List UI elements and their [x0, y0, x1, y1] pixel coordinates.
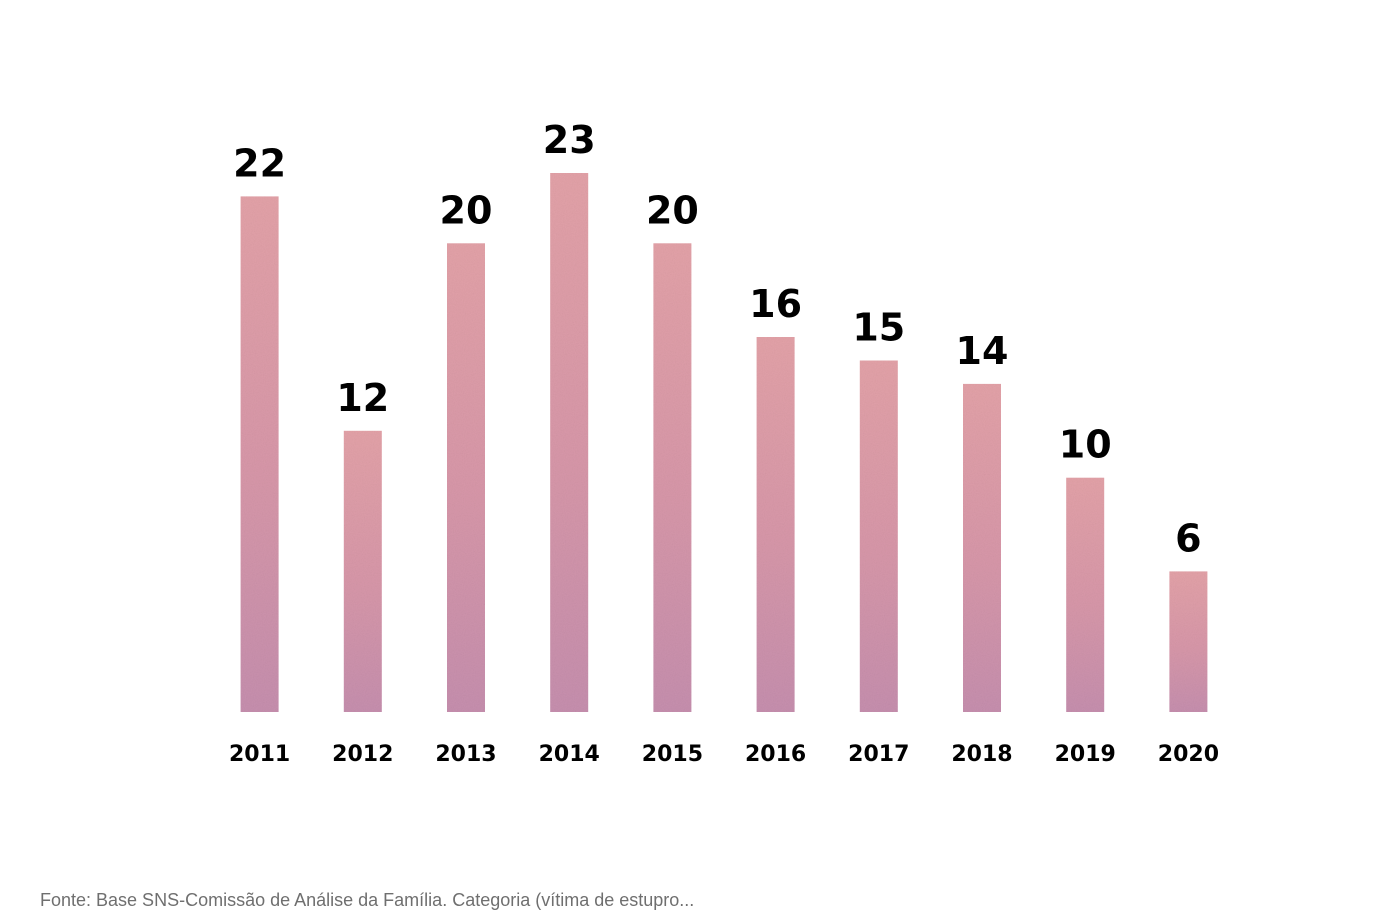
data-label-2018: 14 — [956, 329, 1009, 373]
x-tick-label-2013: 2013 — [435, 742, 496, 767]
x-tick-label-2016: 2016 — [745, 742, 806, 767]
data-label-2014: 23 — [543, 118, 596, 162]
data-label-2015: 20 — [646, 188, 699, 232]
source-note: Fonte: Base SNS-Comissão de Análise da F… — [40, 890, 695, 910]
x-tick-label-2015: 2015 — [642, 742, 703, 767]
bar-2019 — [1066, 477, 1105, 712]
bar-2014 — [550, 173, 589, 712]
bar-2020 — [1169, 571, 1208, 712]
x-tick-label-2019: 2019 — [1055, 742, 1116, 767]
data-label-2019: 10 — [1059, 423, 1112, 467]
x-tick-label-2012: 2012 — [332, 742, 393, 767]
bar-2011 — [240, 196, 279, 712]
value-labels-layer: 22 12 20 23 20 16 15 14 10 6 — [233, 118, 1201, 560]
x-tick-label-2014: 2014 — [539, 742, 600, 767]
bars-layer — [240, 173, 1208, 713]
bar-2012 — [343, 430, 382, 712]
x-tick-label-2017: 2017 — [848, 742, 909, 767]
bar-2013 — [447, 243, 485, 713]
bar-2017 — [859, 360, 898, 712]
x-tick-label-2018: 2018 — [951, 742, 1012, 767]
x-tick-label-2020: 2020 — [1158, 742, 1219, 767]
data-label-2016: 16 — [749, 282, 802, 326]
bar-2018 — [963, 383, 1001, 712]
x-tick-label-2011: 2011 — [229, 742, 290, 767]
x-axis-tick-labels: 2011 2012 2013 2014 2015 2016 2017 2018 2019 2020 — [229, 742, 1219, 767]
data-label-2020: 6 — [1175, 516, 1201, 560]
bar-2016 — [756, 337, 795, 712]
bar-2015 — [653, 243, 692, 713]
data-label-2017: 15 — [852, 306, 905, 350]
data-label-2013: 20 — [440, 188, 493, 232]
data-label-2012: 12 — [336, 376, 389, 420]
data-label-2011: 22 — [233, 141, 286, 185]
